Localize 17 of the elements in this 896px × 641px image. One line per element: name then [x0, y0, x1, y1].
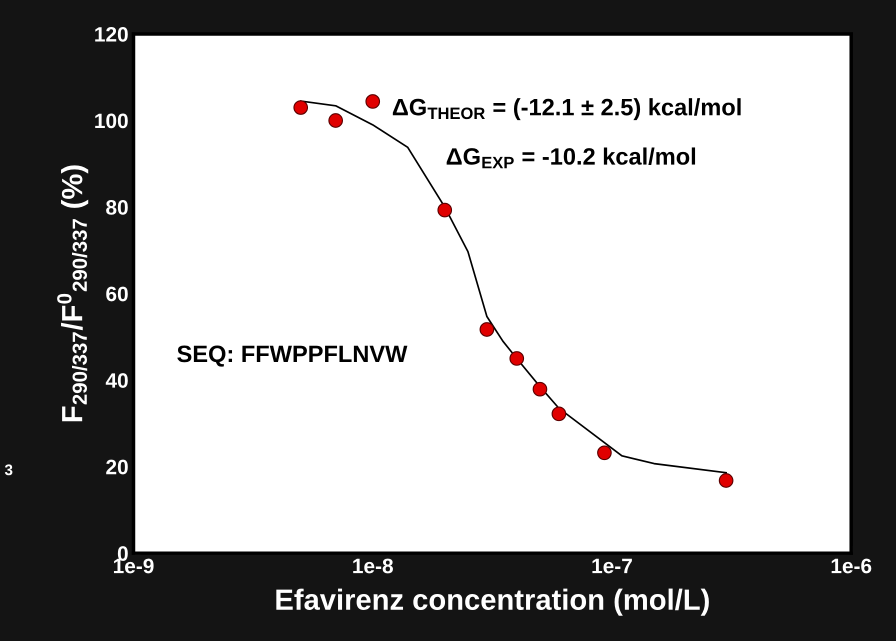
x-tick-label: 1e-6	[832, 558, 872, 574]
y-tick-label: 80	[106, 200, 128, 215]
y-axis-title: F$_{290/337}$/F$^{0}$$_{290/337}$ (%)	[57, 165, 88, 422]
y-tick-label: 60	[106, 286, 128, 302]
y-tick-label: 40	[106, 373, 128, 388]
y-tick-label: 20	[106, 460, 128, 474]
y-tick-label: 120	[95, 26, 128, 42]
text: 3	[4, 464, 12, 476]
annotation: ΔG$_{THEOR}$ = (-12.1 ± 2.5) kcal/mol	[392, 98, 741, 120]
x-tick-label: 1e-8	[353, 558, 393, 574]
x-tick-label: 1e-9	[114, 558, 154, 574]
x-axis-title: Efavirenz concentration (mol/L)	[276, 588, 709, 616]
annotation: ΔG$_{EXP}$ = -10.2 kcal/mol	[446, 147, 696, 168]
annotation: SEQ: FFWPPFLNVW	[177, 346, 408, 367]
y-tick-label: 0	[118, 546, 128, 561]
y-tick-label: 100	[95, 114, 128, 128]
x-tick-label: 1e-7	[592, 558, 632, 574]
